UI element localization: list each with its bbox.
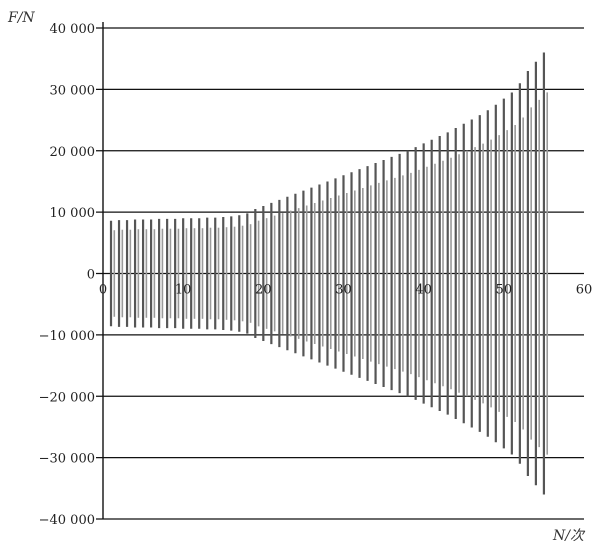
x-tick-labels: 0 10 20 30 40 50 60 — [99, 283, 592, 298]
y-tick-label: −30 000 — [39, 452, 95, 467]
grid-lines — [96, 27, 584, 520]
x-tick-label: 0 — [99, 283, 107, 298]
y-axis-label: F/N — [7, 10, 35, 26]
x-tick-label: 50 — [496, 283, 513, 298]
y-tick-labels: 40 000 30 000 20 000 10 000 0 −10 000 −20 000 −… — [39, 22, 95, 528]
x-tick-label: 40 — [415, 283, 432, 298]
y-tick-label: 0 — [87, 268, 95, 283]
load-cycles — [109, 52, 549, 495]
x-tick-label: 10 — [175, 283, 192, 298]
x-axis-label: N/次 — [552, 528, 586, 544]
y-tick-label: 30 000 — [50, 83, 96, 98]
x-tick-label: 30 — [335, 283, 352, 298]
y-tick-label: −20 000 — [39, 390, 95, 405]
y-tick-label: −10 000 — [39, 329, 95, 344]
y-tick-label: 10 000 — [50, 206, 96, 221]
x-tick-label: 20 — [255, 283, 272, 298]
y-tick-label: 40 000 — [50, 22, 96, 37]
y-tick-label: −40 000 — [39, 513, 95, 528]
y-tick-label: 20 000 — [50, 145, 96, 160]
x-tick-label: 60 — [576, 283, 592, 298]
